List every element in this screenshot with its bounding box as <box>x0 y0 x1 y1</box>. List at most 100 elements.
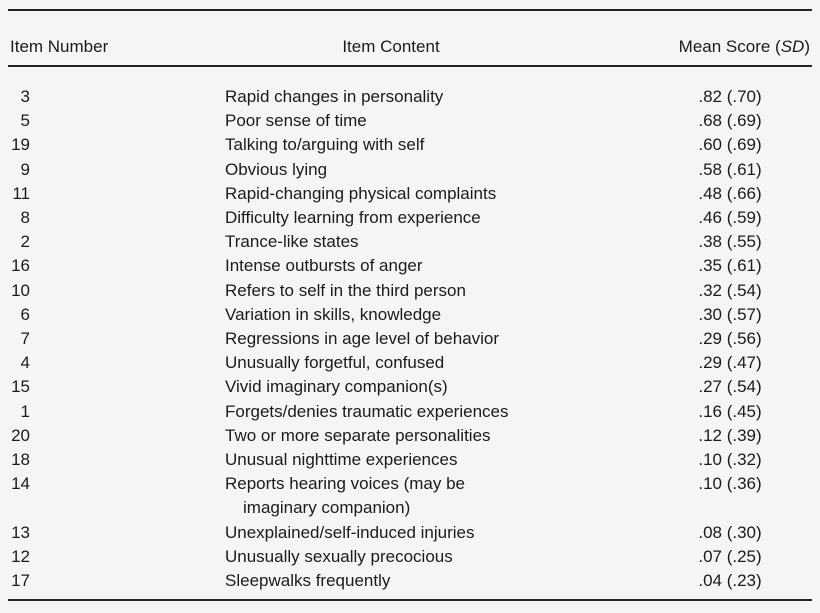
mean-score-cell: .32 (.54) <box>698 280 762 300</box>
item-content-cell: Rapid changes in personality <box>30 85 640 109</box>
table-header-rule <box>8 65 812 67</box>
item-content-line: Unusually sexually precocious <box>225 546 453 566</box>
item-number-cell: 17 <box>11 571 30 591</box>
mean-score-cell: .58 (.61) <box>698 159 762 179</box>
item-content-cell: Obvious lying <box>30 158 640 182</box>
item-content-line: Talking to/arguing with self <box>225 135 425 155</box>
table-row: 17 Sleepwalks frequently .04 (.23) <box>0 569 820 593</box>
mean-score-cell: .12 (.39) <box>698 425 762 445</box>
table-row: 8 Difficulty learning from experience .46 … <box>0 206 820 230</box>
table-row: 13 Unexplained/self-induced injuries .08 (… <box>0 521 820 545</box>
item-content-line: Difficulty learning from experience <box>225 208 481 228</box>
mean-score-cell: .08 (.30) <box>698 522 762 542</box>
column-header-mean-score: Mean Score (SD) <box>679 36 810 58</box>
item-number-cell: 1 <box>20 401 30 421</box>
item-content-cell: Unexplained/self-induced injuries <box>30 521 640 545</box>
table-row: 15 Vivid imaginary companion(s) .27 (.54) <box>0 375 820 399</box>
table-row: 4 Unusually forgetful, confused .29 (.47) <box>0 351 820 375</box>
item-content-line: Sleepwalks frequently <box>225 571 391 591</box>
item-content-cell: Unusually sexually precocious <box>30 545 640 569</box>
item-number-cell: 20 <box>11 425 30 445</box>
mean-score-cell: .29 (.47) <box>698 353 762 373</box>
item-content-cell: Regressions in age level of behavior <box>30 327 640 351</box>
item-number-cell: 14 <box>11 474 30 494</box>
item-number-cell: 8 <box>20 208 30 228</box>
item-content-line: Forgets/denies traumatic experiences <box>225 401 509 421</box>
table-row: 14 Reports hearing voices (may be imaginar… <box>0 472 820 520</box>
item-content-cell: Talking to/arguing with self <box>30 133 640 157</box>
item-content-line: Vivid imaginary companion(s) <box>225 377 448 397</box>
item-content-cell: Intense outbursts of anger <box>30 254 640 278</box>
table-row: 3 Rapid changes in personality .82 (.70) <box>0 85 820 109</box>
item-number-cell: 2 <box>20 232 30 252</box>
mean-score-cell: .46 (.59) <box>698 208 762 228</box>
item-content-cell: Refers to self in the third person <box>30 279 640 303</box>
table-row: 20 Two or more separate personalities .12 … <box>0 424 820 448</box>
item-number-cell: 10 <box>11 280 30 300</box>
mean-score-cell: .16 (.45) <box>698 401 762 421</box>
mean-score-header-prefix: Mean Score ( <box>678 37 781 56</box>
item-content-line: Regressions in age level of behavior <box>225 329 500 349</box>
item-number-cell: 9 <box>20 159 30 179</box>
item-number-cell: 4 <box>20 353 30 373</box>
item-content-line: Trance-like states <box>225 232 359 252</box>
table-row: 5 Poor sense of time .68 (.69) <box>0 109 820 133</box>
table-row: 6 Variation in skills, knowledge .30 (.57) <box>0 303 820 327</box>
item-number-cell: 16 <box>11 256 30 276</box>
table-header-row: Item Number Item Content Mean Score (SD) <box>0 36 820 58</box>
table-row: 18 Unusual nighttime experiences .10 (.32) <box>0 448 820 472</box>
item-number-cell: 7 <box>20 329 30 349</box>
item-content-wrap-line: imaginary companion) <box>243 498 411 518</box>
mean-score-cell: .27 (.54) <box>698 377 762 397</box>
table-row: 11 Rapid-changing physical complaints .48 … <box>0 182 820 206</box>
table-body: 3 Rapid changes in personality .82 (.70) 5 P… <box>0 85 820 593</box>
mean-score-cell: .07 (.25) <box>698 546 762 566</box>
item-content-line: Intense outbursts of anger <box>225 256 423 276</box>
item-content-line: Rapid-changing physical complaints <box>225 183 497 203</box>
mean-score-cell: .48 (.66) <box>698 183 762 203</box>
item-content-cell: Unusual nighttime experiences <box>30 448 640 472</box>
item-content-line: Unusually forgetful, confused <box>225 353 445 373</box>
table-row: 1 Forgets/denies traumatic experiences .16… <box>0 400 820 424</box>
mean-score-cell: .60 (.69) <box>698 135 762 155</box>
item-content-cell: Vivid imaginary companion(s) <box>30 375 640 399</box>
item-content-cell: Poor sense of time <box>30 109 640 133</box>
item-number-cell: 19 <box>11 135 30 155</box>
item-content-line: Refers to self in the third person <box>225 280 466 300</box>
mean-score-cell: .10 (.36) <box>698 474 762 494</box>
item-content-cell: Difficulty learning from experience <box>30 206 640 230</box>
item-content-cell: Two or more separate personalities <box>30 424 640 448</box>
item-content-line: Two or more separate personalities <box>225 425 491 445</box>
mean-score-cell: .30 (.57) <box>698 304 762 324</box>
item-content-cell: Forgets/denies traumatic experiences <box>30 400 640 424</box>
item-number-cell: 18 <box>11 450 30 470</box>
mean-score-cell: .10 (.32) <box>698 450 762 470</box>
mean-score-cell: .04 (.23) <box>698 571 762 591</box>
item-number-cell: 6 <box>20 304 30 324</box>
item-content-cell: Sleepwalks frequently <box>30 569 640 593</box>
item-content-line: Obvious lying <box>225 159 328 179</box>
table-row: 16 Intense outbursts of anger .35 (.61) <box>0 254 820 278</box>
mean-score-cell: .82 (.70) <box>698 87 762 106</box>
column-header-item-number: Item Number <box>10 37 109 56</box>
item-content-line: Reports hearing voices (may be <box>225 474 466 494</box>
table-bottom-rule <box>8 599 812 601</box>
item-number-cell: 13 <box>11 522 30 542</box>
column-header-item-content: Item Content <box>342 37 440 56</box>
item-content-line: Unexplained/self-induced injuries <box>225 522 475 542</box>
table-row: 19 Talking to/arguing with self .60 (.69) <box>0 133 820 157</box>
mean-score-cell: .38 (.55) <box>698 232 762 252</box>
table-row: 10 Refers to self in the third person .32 … <box>0 279 820 303</box>
item-number-cell: 11 <box>12 183 30 203</box>
table-top-rule <box>8 9 812 11</box>
item-content-line: Poor sense of time <box>225 111 367 131</box>
mean-score-cell: .68 (.69) <box>698 111 762 131</box>
mean-score-header-suffix: ) <box>804 37 810 56</box>
mean-score-cell: .29 (.56) <box>698 329 762 349</box>
item-content-cell: Reports hearing voices (may be imaginary … <box>30 472 640 520</box>
item-content-line: Unusual nighttime experiences <box>225 450 458 470</box>
item-number-cell: 5 <box>20 111 30 131</box>
item-content-cell: Rapid-changing physical complaints <box>30 182 640 206</box>
table-row: 2 Trance-like states .38 (.55) <box>0 230 820 254</box>
